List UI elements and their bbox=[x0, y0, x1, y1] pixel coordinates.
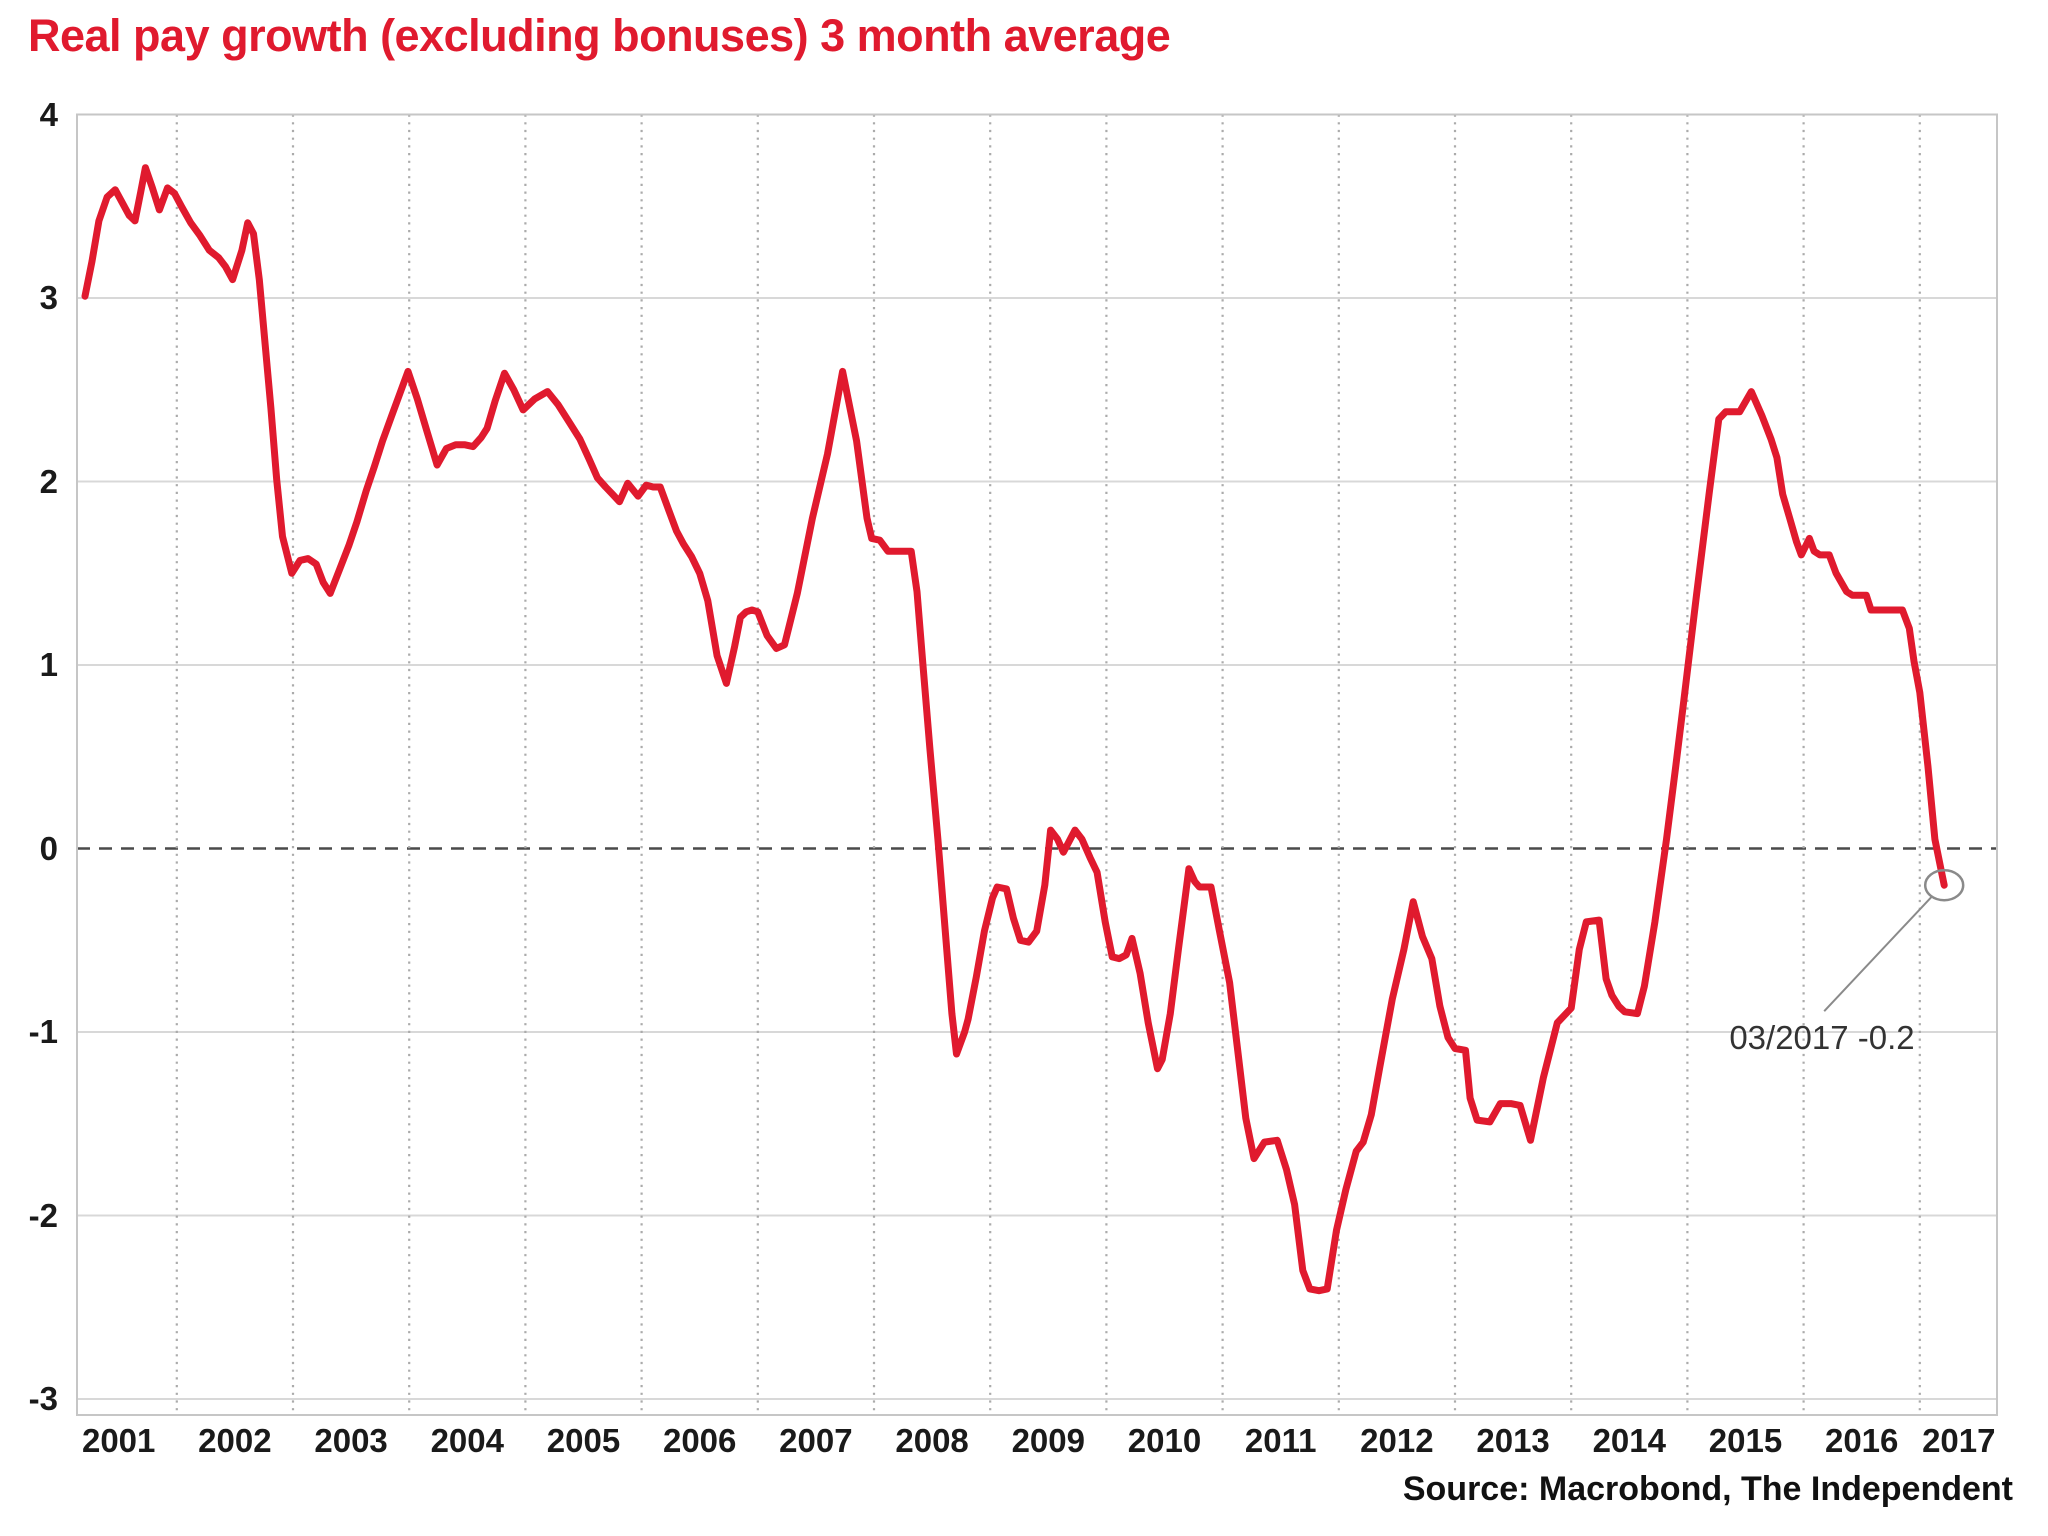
source-attribution: Source: Macrobond, The Independent bbox=[1402, 1470, 2013, 1508]
plot-frame bbox=[76, 113, 1998, 1416]
chart-title: Real pay growth (excluding bonuses) 3 mo… bbox=[28, 10, 1171, 61]
annotation-endpoint-circle bbox=[1923, 868, 1965, 902]
horizontal-gridlines bbox=[77, 113, 1997, 1400]
pay-growth-series-line bbox=[81, 164, 1948, 1295]
annotation-label: 03/2017 -0.2 bbox=[1729, 1019, 1915, 1056]
vertical-dotted-gridlines bbox=[175, 114, 1921, 1415]
annotation-leader-line bbox=[1823, 895, 1933, 1012]
